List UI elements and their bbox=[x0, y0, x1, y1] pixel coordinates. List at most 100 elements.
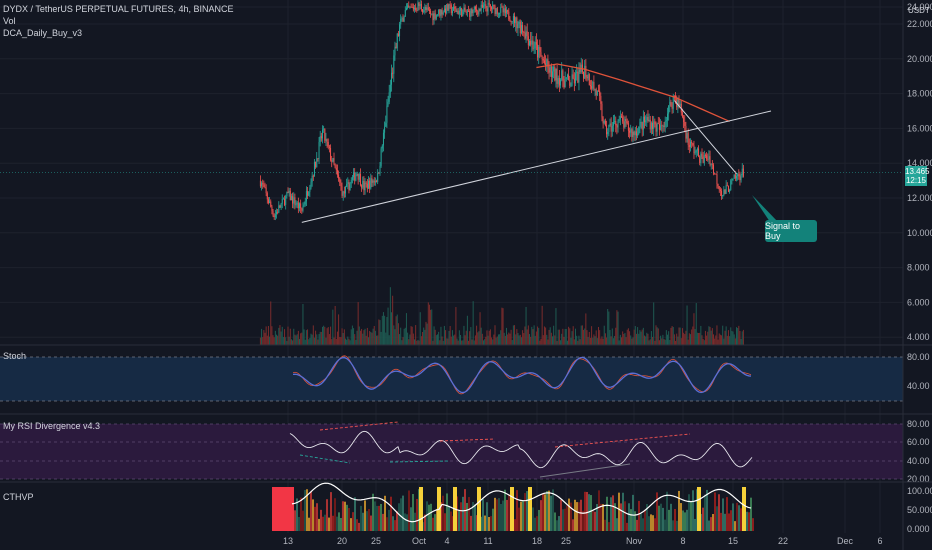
candle-body bbox=[423, 10, 425, 13]
volume-bar bbox=[676, 333, 678, 345]
candle-body bbox=[316, 158, 318, 168]
cthvp-bar bbox=[618, 492, 620, 531]
bearish-divergence bbox=[554, 433, 691, 448]
volume-bar bbox=[640, 331, 642, 345]
moving-average-line bbox=[536, 63, 730, 123]
script-label[interactable]: DCA_Daily_Buy_v3 bbox=[3, 28, 83, 38]
volume-bar bbox=[553, 325, 555, 345]
candle-body bbox=[741, 168, 743, 176]
cthvp-bar bbox=[458, 510, 460, 531]
candle-body bbox=[723, 189, 725, 196]
candle-body bbox=[608, 125, 610, 132]
volume-bar bbox=[591, 326, 593, 345]
volume-bar bbox=[310, 333, 312, 345]
cthvp-bar bbox=[338, 512, 340, 531]
cthvp-bar bbox=[616, 518, 618, 531]
candle-body bbox=[596, 90, 598, 96]
cthvp-bar bbox=[564, 508, 566, 531]
candle-body bbox=[566, 74, 568, 78]
candle-body bbox=[619, 116, 621, 120]
volume-bar bbox=[312, 325, 314, 345]
volume-bar bbox=[539, 340, 541, 345]
volume-bar bbox=[657, 328, 659, 345]
price-tick-label: 22.000 bbox=[907, 19, 932, 29]
cthvp-bar bbox=[444, 513, 446, 531]
candle-body bbox=[552, 71, 553, 78]
candle-body bbox=[328, 146, 330, 149]
pane-level-label: 80.00 bbox=[907, 419, 930, 429]
volume-bar bbox=[510, 329, 512, 345]
volume-bar bbox=[680, 338, 682, 345]
volume-bar bbox=[599, 330, 601, 345]
volume-bar bbox=[604, 333, 606, 345]
volume-bar bbox=[527, 325, 529, 345]
volume-bar bbox=[478, 331, 480, 345]
volume-bar bbox=[601, 336, 603, 345]
candle-body bbox=[384, 126, 386, 133]
candle-body bbox=[259, 180, 261, 187]
cthvp-bar bbox=[472, 501, 474, 531]
candle-body bbox=[341, 186, 343, 196]
volume-bar bbox=[625, 337, 627, 345]
volume-bar bbox=[671, 326, 673, 345]
candle-body bbox=[334, 164, 336, 168]
volume-bar bbox=[609, 329, 611, 345]
cthvp-bar bbox=[368, 509, 370, 531]
candle-body bbox=[699, 156, 701, 163]
signal-callout[interactable]: Signal to Buy bbox=[765, 220, 817, 242]
cthvp-bar bbox=[740, 508, 742, 531]
symbol-title[interactable]: DYDX / TetherUS PERPETUAL FUTURES, 4h, B… bbox=[3, 4, 234, 14]
volume-bar bbox=[493, 334, 495, 345]
candle-body bbox=[339, 178, 341, 183]
candle-body bbox=[438, 9, 440, 15]
volume-bar bbox=[511, 340, 513, 345]
cthvp-title[interactable]: CTHVP bbox=[3, 492, 34, 502]
cthvp-bar bbox=[598, 490, 600, 531]
candle-body bbox=[525, 31, 527, 39]
cthvp-bar bbox=[516, 490, 518, 531]
cthvp-bar bbox=[694, 518, 696, 531]
volume-label[interactable]: Vol bbox=[3, 16, 16, 26]
candle-body bbox=[526, 31, 528, 37]
candle-body bbox=[455, 8, 457, 12]
volume-bar bbox=[302, 303, 304, 345]
volume-bar bbox=[578, 335, 580, 345]
candle-body bbox=[343, 191, 345, 194]
volume-bar bbox=[326, 328, 328, 345]
stoch-pane bbox=[0, 355, 903, 402]
volume-bar bbox=[535, 331, 537, 345]
cthvp-bar bbox=[434, 514, 436, 531]
candle-body bbox=[323, 128, 325, 130]
cthvp-bar bbox=[350, 518, 352, 531]
volume-bar bbox=[732, 331, 734, 345]
cthvp-bar bbox=[654, 518, 656, 531]
candle-body bbox=[609, 123, 611, 126]
volume-bar bbox=[738, 325, 740, 345]
cthvp-bar bbox=[602, 504, 604, 531]
volume-bar bbox=[500, 330, 502, 345]
cthvp-bar bbox=[314, 506, 316, 531]
cthvp-bar bbox=[584, 491, 586, 531]
candle-body bbox=[662, 125, 664, 127]
cthvp-bar bbox=[352, 512, 354, 531]
volume-bar bbox=[342, 332, 344, 345]
cthvp-bar bbox=[396, 511, 398, 531]
candle-body bbox=[386, 105, 388, 123]
cthvp-bar bbox=[640, 513, 642, 531]
candle-body bbox=[296, 202, 298, 205]
rsi-title[interactable]: My RSI Divergence v4.3 bbox=[3, 421, 101, 431]
volume-bar bbox=[592, 337, 594, 345]
volume-bar bbox=[486, 330, 488, 345]
candle-body bbox=[336, 170, 338, 175]
volume-bar bbox=[717, 339, 719, 345]
cthvp-bar bbox=[660, 503, 662, 531]
volume-bar bbox=[579, 339, 581, 345]
stoch-title[interactable]: Stoch bbox=[3, 351, 27, 361]
volume-bar bbox=[550, 332, 552, 345]
candle-body bbox=[362, 180, 364, 188]
cthvp-bar bbox=[568, 498, 570, 531]
candle-body bbox=[407, 5, 409, 9]
volume-bar bbox=[576, 335, 578, 345]
volume-bar bbox=[357, 302, 359, 345]
